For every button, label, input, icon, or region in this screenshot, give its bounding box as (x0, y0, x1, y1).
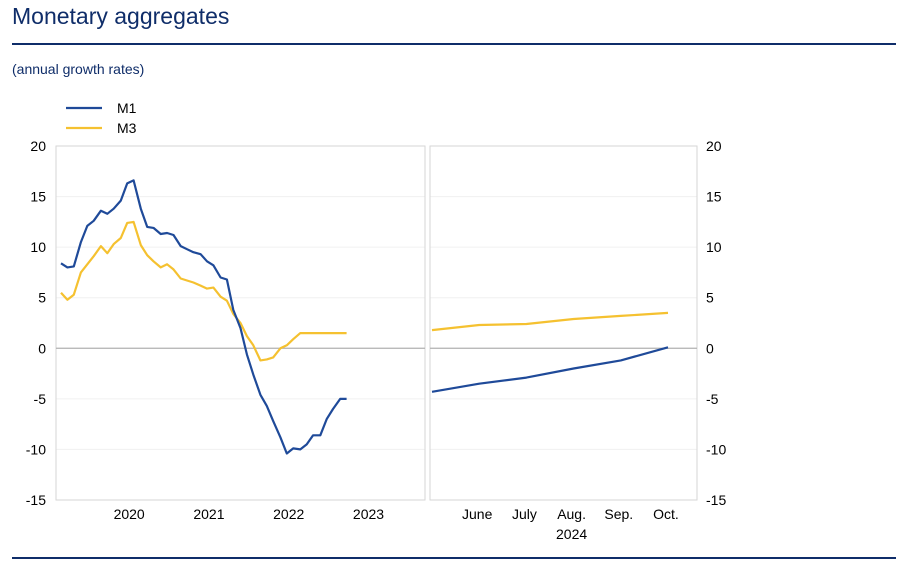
legend-label-m3: M3 (117, 120, 137, 136)
x-tick-label-right: July (512, 506, 537, 522)
y-tick-label-right: 10 (706, 239, 722, 255)
y-tick-label-right: 0 (706, 340, 714, 356)
y-tick-label-right: -5 (706, 391, 719, 407)
chart-title: Monetary aggregates (12, 3, 230, 29)
y-tick-label-left: 15 (30, 189, 46, 205)
x-tick-label-right: Aug. (557, 506, 586, 522)
year-label: 2024 (556, 526, 587, 542)
bottom-rule (12, 557, 896, 559)
right-panel-frame (429, 145, 698, 501)
left-panel-frame (55, 145, 426, 501)
series-line-left-m3 (60, 220, 347, 362)
y-tick-label-left: -10 (26, 441, 46, 457)
x-tick-label-right: Sep. (604, 506, 633, 522)
chart-subtitle: (annual growth rates) (12, 61, 145, 77)
x-tick-label-left: 2020 (114, 506, 145, 522)
y-tick-label-left: -5 (34, 391, 47, 407)
x-tick-label-right: June (462, 506, 493, 522)
series-line-left-m1 (60, 179, 347, 455)
series-line-right-m3 (431, 311, 669, 332)
y-tick-label-left: -15 (26, 492, 46, 508)
y-tick-label-right: 5 (706, 290, 714, 306)
series-line-right-m1 (431, 346, 669, 393)
x-tick-label-left: 2022 (273, 506, 304, 522)
x-tick-label-left: 2021 (193, 506, 224, 522)
legend-label-m1: M1 (117, 100, 137, 116)
y-tick-label-right: 15 (706, 189, 722, 205)
y-tick-label-right: 20 (706, 138, 722, 154)
y-tick-label-left: 20 (30, 138, 46, 154)
y-tick-label-right: -10 (706, 441, 726, 457)
x-tick-label-right: Oct. (653, 506, 679, 522)
y-tick-label-left: 5 (38, 290, 46, 306)
x-tick-label-left: 2023 (353, 506, 384, 522)
title-rule (12, 43, 896, 45)
y-tick-label-left: 10 (30, 239, 46, 255)
y-tick-label-right: -15 (706, 492, 726, 508)
y-tick-label-left: 0 (38, 340, 46, 356)
